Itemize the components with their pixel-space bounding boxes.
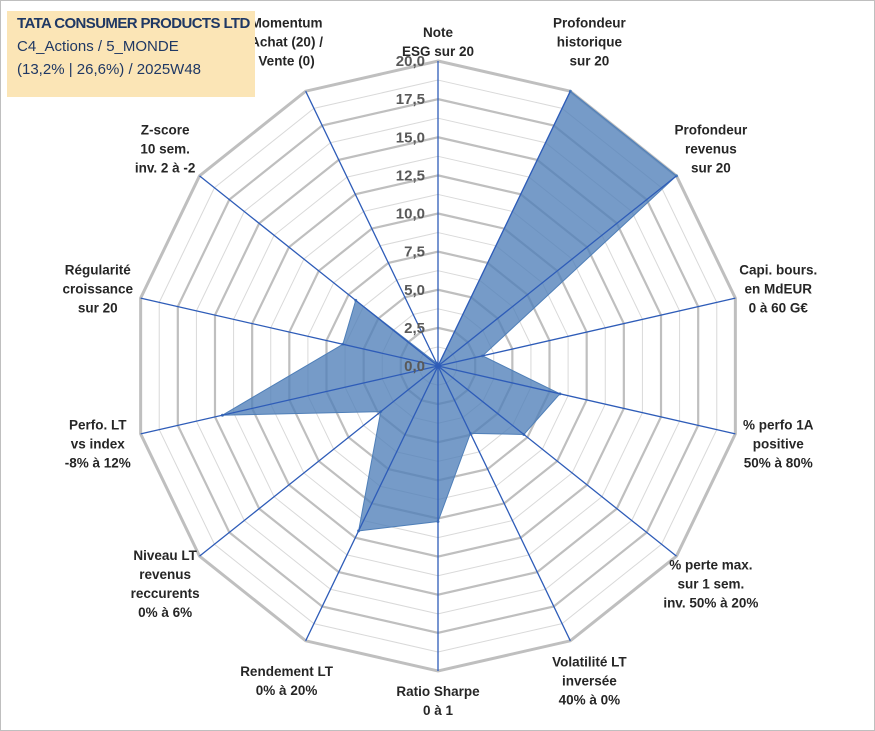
axis-label-line: sur 20 [78,300,118,315]
tick-label: 10,0 [396,206,425,223]
axis-label-line: sur 1 sem. [677,577,744,592]
axis-label-line: sur 20 [570,54,610,69]
axis-spoke [437,90,571,367]
axis-label-line: croissance [62,281,133,296]
axis-spoke [437,175,677,367]
axis-spoke [437,297,736,367]
axis-label-line: 0 à 1 [423,703,454,718]
axis-label-line: Profondeur [674,122,747,137]
chart-title-company: TATA CONSUMER PRODUCTS LTD [17,15,250,32]
axis-label: Momentum Achat (20) / Vente (0) [250,16,323,69]
axis-label-line: % perfo 1A [743,418,814,433]
axis-label-line: inv. 50% à 20% [663,596,758,611]
axis-spoke [140,297,439,367]
axis-label-line: Z-score [141,122,190,137]
axis-label-line: 40% à 0% [559,692,621,707]
axis-label: Capi. bours. en MdEUR 0 à 60 G€ [739,262,817,315]
tick-label: 17,5 [396,91,425,108]
axis-label: Profondeur historique sur 20 [553,16,626,69]
axis-label-line: Capi. bours. [739,262,817,277]
axis-label: Note ESG sur 20 [402,25,474,59]
axis-label-line: Achat (20) / [250,35,323,50]
axis-spoke [437,365,677,557]
axis-label-line: revenus [139,567,191,582]
axis-label-line: 10 sem. [140,141,190,156]
axis-label-line: Vente (0) [258,54,314,69]
axis-label: Z-score 10 sem. inv. 2 à -2 [135,122,196,175]
axis-label-line: Volatilité LT [552,654,627,669]
axis-label-line: Perfo. LT [69,418,127,433]
axis-spoke [437,365,736,435]
axis-label: Perfo. LT vs index -8% à 12% [65,418,131,471]
tick-label: 0,0 [404,358,425,375]
axis-label-line: 0 à 60 G€ [749,300,809,315]
tick-label: 7,5 [404,244,425,261]
axis-label: Profondeur revenus sur 20 [674,122,747,175]
axis-label-line: Régularité [65,262,132,277]
axis-spoke [199,175,439,367]
axis-label-line: -8% à 12% [65,456,131,471]
axis-label-line: Note [423,25,453,40]
axis-label-line: inversée [562,673,617,688]
axis-label-line: vs index [71,437,126,452]
axis-label-line: 0% à 6% [138,605,192,620]
tick-label: 15,0 [396,129,425,146]
axis-label-line: revenus [685,141,737,156]
axis-label-line: Niveau LT [133,548,197,563]
axis-label-line: 0% à 20% [256,683,318,698]
axis-label-line: positive [753,437,805,452]
title-box: TATA CONSUMER PRODUCTS LTD C4_Actions / … [7,11,255,97]
axis-label-line: ESG sur 20 [402,44,474,59]
axis-label-line: Ratio Sharpe [396,684,480,699]
axis-spoke [305,365,439,642]
axis-label-line: inv. 2 à -2 [135,160,196,175]
axis-label: Régularité croissance sur 20 [62,262,133,315]
axis-spoke [199,365,439,557]
tick-label: 20,0 [396,53,425,70]
chart-title-category: C4_Actions / 5_MONDE [17,38,179,55]
axis-label-line: Momentum [251,16,323,31]
axis-label: % perte max. sur 1 sem. inv. 50% à 20% [663,558,758,611]
chart-title-metrics: (13,2% | 26,6%) / 2025W48 [17,61,201,78]
axis-label-line: Rendement LT [240,664,334,679]
axis-label-line: Profondeur [553,16,626,31]
axis-label-line: en MdEUR [744,281,812,296]
tick-label: 12,5 [396,167,425,184]
axis-label: Niveau LT revenus reccurents 0% à 6% [131,548,200,620]
tick-label: 2,5 [404,320,425,337]
axis-label-line: % perte max. [669,558,752,573]
axis-label: % perfo 1A positive 50% à 80% [743,418,814,471]
axis-spoke [437,365,571,642]
axis-label-line: historique [557,35,623,50]
axis-label: Volatilité LT inversée 40% à 0% [552,654,627,707]
axis-label-line: reccurents [131,586,200,601]
tick-label: 5,0 [404,282,425,299]
axis-spoke [140,365,439,435]
axis-label-line: sur 20 [691,160,731,175]
axis-label-line: 50% à 80% [744,456,813,471]
axis-label: Rendement LT 0% à 20% [240,664,334,698]
axis-spoke [305,90,439,367]
axis-label: Ratio Sharpe 0 à 1 [396,684,480,718]
